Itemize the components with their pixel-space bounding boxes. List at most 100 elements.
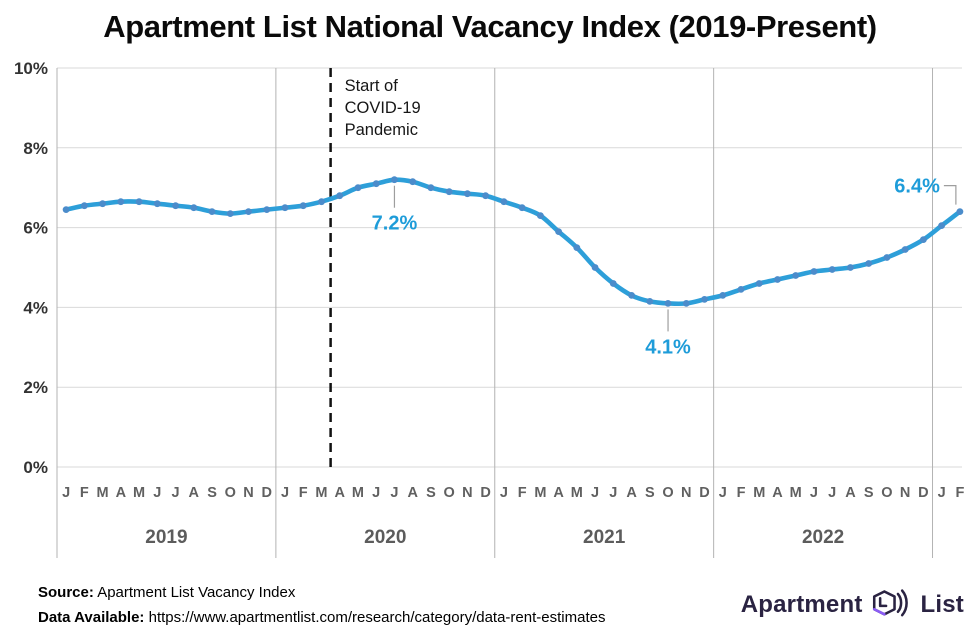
month-label: J	[719, 485, 727, 501]
year-label: 2019	[145, 527, 187, 548]
month-label: J	[828, 485, 836, 501]
data-point-marker	[664, 300, 672, 307]
data-point-marker	[464, 190, 471, 198]
data-point-marker	[482, 192, 489, 200]
month-label: F	[299, 485, 308, 501]
chart-title: Apartment List National Vacancy Index (2…	[103, 9, 877, 44]
data-point-marker	[901, 246, 909, 253]
data-point-marker	[573, 244, 581, 252]
y-gridlines	[57, 67, 962, 468]
data-labels: 7.2% 4.1% 6.4%	[372, 176, 957, 358]
data-point-marker	[354, 184, 362, 192]
month-label: D	[699, 485, 709, 501]
logo-text-list: List	[920, 591, 964, 618]
month-label: J	[372, 485, 380, 501]
year-label: 2020	[364, 527, 406, 548]
apartment-list-logo-icon	[872, 589, 908, 617]
vacancy-series	[63, 177, 963, 307]
data-point-marker	[628, 292, 635, 299]
covid-annotation-text: COVID-19	[345, 99, 421, 117]
covid-annotation: Start of COVID-19 Pandemic	[329, 68, 421, 467]
month-label: J	[938, 485, 946, 501]
data-point-marker	[865, 260, 873, 267]
data-point-marker	[883, 254, 891, 261]
data-label-peak: 7.2%	[372, 213, 418, 235]
data-point-marker	[847, 264, 854, 271]
y-tick-label: 6%	[23, 219, 48, 238]
month-label: J	[390, 485, 398, 501]
y-tick-label: 0%	[23, 458, 48, 477]
source-text: Apartment List Vacancy Index	[93, 584, 296, 601]
data-point-marker	[956, 208, 964, 216]
month-label: M	[571, 485, 583, 501]
vacancy-line	[63, 177, 963, 307]
data-point-marker	[719, 292, 727, 299]
data-point-marker	[537, 212, 544, 220]
month-label: M	[790, 485, 802, 501]
month-label: S	[864, 485, 874, 501]
month-label: F	[80, 485, 89, 501]
month-label: D	[918, 485, 928, 501]
data-label-latest: 6.4%	[894, 176, 940, 198]
data-point-marker	[391, 176, 398, 184]
footer: Source: Apartment List Vacancy Index Dat…	[0, 570, 980, 640]
data-point-marker	[518, 204, 526, 212]
data-point-marker	[190, 204, 198, 212]
data-point-marker	[701, 296, 708, 303]
apartment-list-logo: Apartment List	[741, 588, 964, 622]
data-point-marker	[427, 184, 435, 192]
data-point-marker	[555, 228, 562, 236]
data-point-marker	[208, 208, 216, 216]
month-label: F	[955, 485, 964, 501]
month-label: A	[772, 485, 783, 501]
month-label: A	[334, 485, 345, 501]
data-point-marker	[99, 200, 106, 208]
month-label: A	[553, 485, 564, 501]
data-point-marker	[828, 266, 836, 273]
data-point-marker	[226, 210, 234, 218]
month-label: M	[315, 485, 327, 501]
month-label: J	[810, 485, 818, 501]
month-label: D	[480, 485, 490, 501]
data-label-trough: 4.1%	[645, 336, 691, 358]
data-point-marker	[755, 280, 763, 287]
y-tick-label: 8%	[23, 139, 48, 158]
month-label: N	[900, 485, 910, 501]
month-label: M	[534, 485, 546, 501]
data-point-marker	[409, 178, 417, 186]
data-point-marker	[737, 286, 745, 293]
month-label: M	[352, 485, 364, 501]
data-point-marker	[792, 272, 800, 279]
data-point-marker	[81, 202, 88, 210]
data-available-line: Data Available: https://www.apartmentlis…	[38, 605, 605, 630]
data-point-marker	[500, 198, 508, 206]
month-label: J	[591, 485, 599, 501]
y-tick-label: 2%	[23, 378, 48, 397]
month-label: A	[116, 485, 127, 501]
month-label: O	[881, 485, 892, 501]
month-label: N	[462, 485, 472, 501]
month-label: A	[189, 485, 200, 501]
month-label: S	[645, 485, 655, 501]
month-label: A	[407, 485, 418, 501]
data-available-label: Data Available:	[38, 609, 145, 626]
data-point-marker	[263, 206, 271, 214]
data-point-marker	[281, 204, 289, 212]
month-label: J	[172, 485, 180, 501]
logo-text-apartment: Apartment	[740, 591, 863, 618]
month-label: A	[626, 485, 637, 501]
year-separators	[56, 68, 934, 558]
source-line: Source: Apartment List Vacancy Index	[38, 580, 605, 605]
data-point-marker	[336, 192, 344, 200]
month-label: A	[845, 485, 856, 501]
month-label: O	[444, 485, 455, 501]
data-point-marker	[774, 276, 781, 283]
y-axis-labels: 0% 2% 4% 6% 8% 10%	[14, 59, 48, 477]
data-point-marker	[810, 268, 818, 275]
data-point-marker	[299, 202, 307, 210]
month-label: J	[153, 485, 161, 501]
data-point-marker	[318, 198, 325, 206]
month-label: O	[662, 485, 673, 501]
